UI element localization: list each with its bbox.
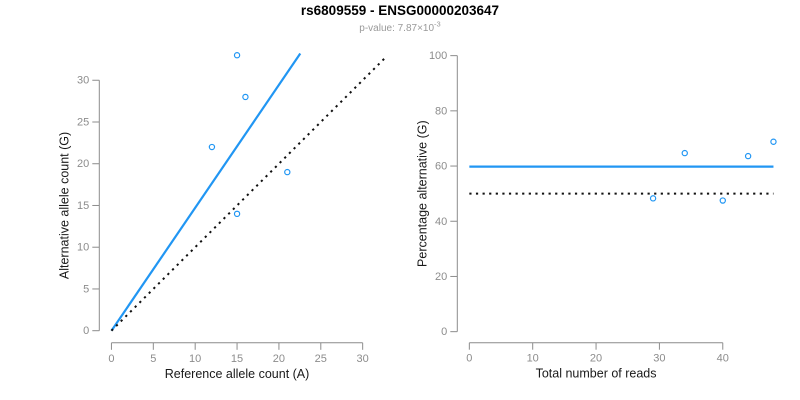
- x-axis-title: Reference allele count (A): [165, 367, 310, 381]
- x-tick-label: 15: [231, 353, 243, 365]
- data-point: [242, 93, 249, 101]
- x-tick-label: 10: [527, 353, 539, 365]
- data-point: [284, 168, 291, 176]
- x-tick-label: 0: [108, 353, 114, 365]
- data-point: [233, 52, 241, 59]
- y-tick-label: 20: [435, 271, 447, 283]
- y-tick-label: 10: [77, 242, 89, 254]
- y-tick-label: 60: [435, 161, 447, 173]
- data-point: [719, 197, 726, 204]
- fit-line: [110, 52, 302, 332]
- data-point: [770, 138, 777, 145]
- x-tick-label: 20: [273, 353, 285, 365]
- y-tick-label: 40: [435, 216, 447, 228]
- y-axis-title: Percentage alternative (G): [415, 120, 429, 267]
- data-point: [649, 195, 657, 202]
- x-tick-label: 5: [150, 353, 156, 365]
- x-tick-label: 25: [315, 353, 327, 365]
- x-tick-label: 10: [189, 353, 201, 365]
- y-tick-label: 30: [77, 75, 89, 87]
- y-tick-label: 25: [77, 116, 89, 128]
- data-point: [208, 143, 216, 151]
- data-point: [681, 149, 688, 157]
- x-tick-label: 40: [717, 353, 729, 365]
- data-point: [744, 152, 752, 160]
- y-tick-label: 100: [429, 50, 447, 62]
- y-tick-label: 0: [83, 325, 89, 337]
- y-tick-label: 20: [77, 158, 89, 170]
- y-tick-label: 80: [435, 105, 447, 117]
- y-tick-label: 15: [77, 200, 89, 212]
- identity-line: [110, 55, 388, 332]
- data-point: [233, 210, 241, 218]
- p-value-exponent: -3: [434, 19, 441, 29]
- y-tick-label: 0: [441, 326, 447, 338]
- x-tick-label: 0: [466, 353, 472, 365]
- y-axis-title: Alternative allele count (G): [57, 132, 71, 279]
- x-tick-label: 20: [590, 353, 602, 365]
- p-value-text: p-value: 7.87×10: [359, 23, 435, 34]
- x-tick-label: 30: [357, 353, 369, 365]
- figure-title: rs6809559 - ENSG00000203647: [300, 3, 500, 18]
- y-tick-label: 5: [83, 283, 89, 295]
- x-axis-title: Total number of reads: [536, 367, 657, 381]
- figure-subtitle: p-value: 7.87×10-3: [0, 19, 800, 34]
- x-tick-label: 30: [653, 353, 665, 365]
